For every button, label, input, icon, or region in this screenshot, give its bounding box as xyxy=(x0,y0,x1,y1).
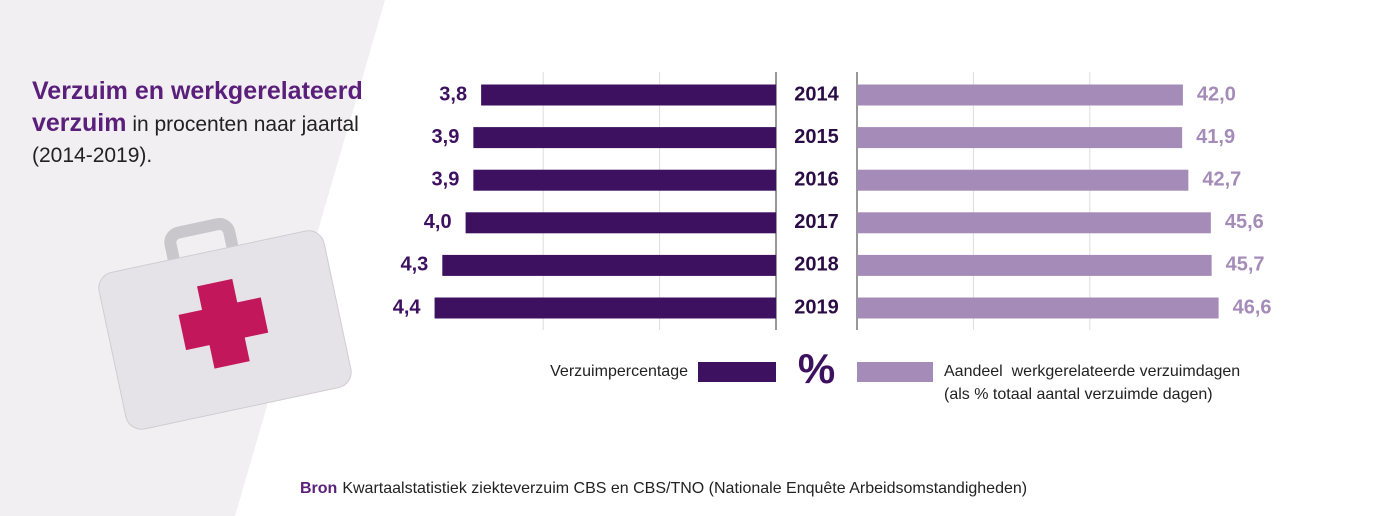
category-label: 2014 xyxy=(794,83,839,105)
category-label: 2017 xyxy=(794,211,839,233)
value-label: 45,6 xyxy=(1225,211,1264,233)
bar xyxy=(481,84,776,106)
category-label: 2019 xyxy=(794,296,839,318)
legend-swatch xyxy=(698,362,776,382)
value-label: 46,6 xyxy=(1233,296,1272,318)
source: Bron Kwartaalstatistiek ziekteverzuim CBS… xyxy=(300,480,1027,497)
source-text: Kwartaalstatistiek ziekteverzuim CBS en … xyxy=(342,480,1027,497)
value-label: 4,0 xyxy=(424,211,452,233)
value-label: 3,9 xyxy=(432,168,460,190)
plot: 3,8 3,9 3,9 4,0 4,3 4,4 Verzuimpercentage 42,0 4… xyxy=(300,72,1272,497)
bar xyxy=(473,169,776,191)
bar xyxy=(465,212,776,234)
legend-note: (als % totaal aantal verzuimde dagen) xyxy=(944,386,1213,403)
value-label: 42,0 xyxy=(1197,83,1236,105)
chart-subtitle: in procenten naar jaartal (2014-2019). xyxy=(32,113,359,167)
bar xyxy=(857,212,1211,234)
value-label: 41,9 xyxy=(1196,126,1235,148)
value-label: 3,9 xyxy=(432,126,460,148)
legend-label: Aandeel werkgerelateerde verzuimdagen xyxy=(944,363,1240,380)
category-label: 2016 xyxy=(794,168,839,190)
value-label: 3,8 xyxy=(439,83,467,105)
bar xyxy=(857,84,1183,106)
bar xyxy=(857,297,1219,319)
title-block: Verzuim en werkgerelateerd verzuim in pr… xyxy=(32,76,392,171)
bar xyxy=(434,297,776,319)
chart-title: Verzuim en werkgerelateerd verzuim xyxy=(32,77,363,137)
legend-swatch xyxy=(857,362,933,382)
bar xyxy=(857,169,1189,191)
category-label: 2018 xyxy=(794,254,839,276)
bar xyxy=(857,254,1212,276)
bar xyxy=(473,127,776,149)
center-label: % xyxy=(798,345,835,392)
source-label: Bron xyxy=(300,480,337,497)
category-label: 2015 xyxy=(794,126,839,148)
value-label: 42,7 xyxy=(1202,168,1241,190)
value-label: 4,3 xyxy=(401,254,429,276)
bar xyxy=(442,254,776,276)
value-label: 45,7 xyxy=(1226,254,1265,276)
legend-label: Verzuimpercentage xyxy=(550,363,688,380)
value-label: 4,4 xyxy=(393,296,422,318)
bar xyxy=(857,127,1183,149)
first-aid-kit xyxy=(98,218,352,430)
